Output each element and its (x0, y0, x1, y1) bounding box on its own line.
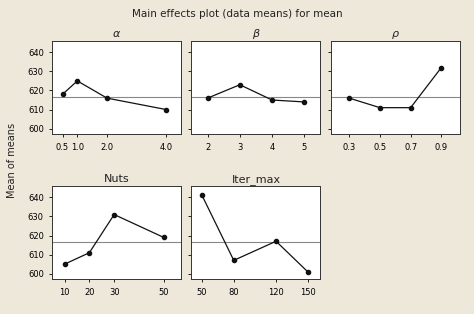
Title: β: β (252, 29, 260, 39)
Title: Nuts: Nuts (104, 174, 129, 184)
Title: ρ: ρ (392, 29, 399, 39)
Title: α: α (113, 29, 120, 39)
Title: Iter_max: Iter_max (231, 174, 281, 185)
Text: Main effects plot (data means) for mean: Main effects plot (data means) for mean (132, 9, 342, 19)
Text: Mean of means: Mean of means (7, 122, 17, 198)
